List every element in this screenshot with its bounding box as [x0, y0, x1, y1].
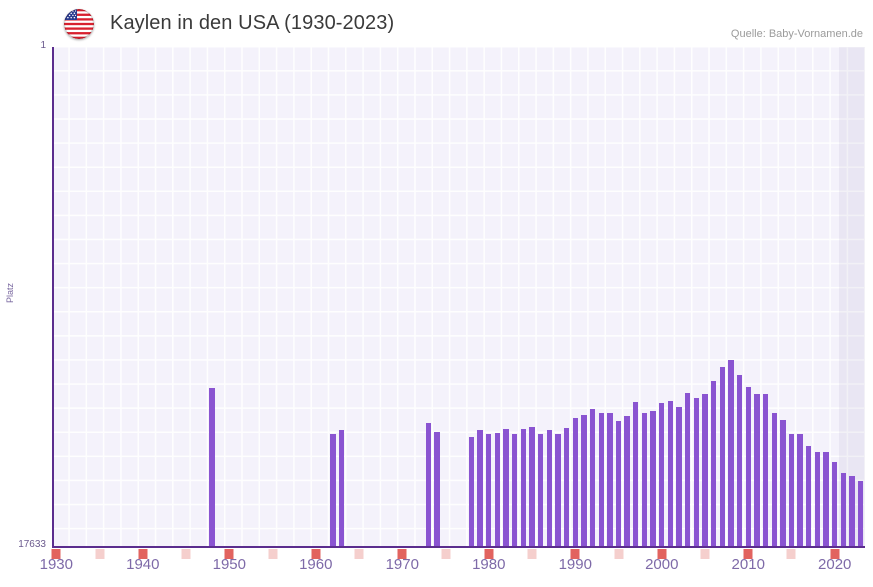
source-credit: Quelle: Baby-Vornamen.de — [730, 28, 863, 40]
x-tick-mark-1940 — [138, 549, 148, 559]
bar-1978[interactable] — [468, 436, 475, 547]
bar-1992[interactable] — [589, 409, 596, 547]
plot-area — [52, 47, 865, 547]
x-tick-label-1970: 1970 — [385, 556, 419, 573]
bar-2021[interactable] — [840, 473, 847, 547]
x-tick-mark-1945 — [181, 549, 191, 559]
bar-2005[interactable] — [702, 394, 708, 547]
bar-2006[interactable] — [710, 381, 717, 547]
bar-1994[interactable] — [607, 412, 613, 547]
x-axis-line — [52, 546, 865, 548]
bar-1986[interactable] — [537, 433, 544, 547]
bar-1990[interactable] — [572, 418, 578, 547]
x-tick-mark-1960 — [311, 549, 321, 559]
bar-2016[interactable] — [797, 434, 803, 547]
bar-2003[interactable] — [685, 392, 691, 547]
bar-2007[interactable] — [719, 367, 725, 547]
chart-header: Kaylen in den USA (1930-2023) Quelle: Ba… — [0, 0, 873, 47]
x-tick-label-1950: 1950 — [212, 556, 246, 573]
forecast-shaded-band — [839, 47, 865, 547]
bar-1982[interactable] — [503, 428, 509, 547]
bar-2011[interactable] — [754, 393, 760, 547]
x-tick-label-1980: 1980 — [472, 556, 506, 573]
y-axis-line — [52, 47, 54, 548]
x-tick-mark-2010 — [743, 549, 753, 559]
bar-2010[interactable] — [745, 386, 751, 547]
x-tick-mark-1930 — [51, 549, 61, 559]
bar-1974[interactable] — [434, 431, 440, 547]
bar-1979[interactable] — [477, 430, 483, 547]
x-tick-label-1960: 1960 — [299, 556, 333, 573]
x-tick-mark-2020 — [830, 549, 840, 559]
x-tick-label-2010: 2010 — [731, 556, 765, 573]
bar-1995[interactable] — [615, 421, 622, 547]
bar-1963[interactable] — [339, 429, 345, 547]
bar-1980[interactable] — [486, 433, 492, 547]
y-axis-title: Platz — [5, 283, 15, 304]
x-tick-label-1940: 1940 — [126, 556, 160, 573]
bar-2012[interactable] — [762, 393, 769, 547]
x-tick-mark-1975 — [441, 549, 451, 559]
x-tick-label-2000: 2000 — [645, 556, 679, 573]
x-tick-mark-1955 — [268, 549, 278, 559]
bar-2008[interactable] — [728, 360, 734, 547]
page-title: Kaylen in den USA (1930-2023) — [110, 12, 395, 34]
x-tick-mark-1990 — [570, 549, 580, 559]
bar-2022[interactable] — [849, 475, 855, 547]
y-axis-bottom-label: 17633 — [18, 539, 46, 550]
bar-1996[interactable] — [624, 416, 630, 547]
bar-2014[interactable] — [780, 420, 786, 547]
x-tick-mark-2000 — [657, 549, 667, 559]
bar-2019[interactable] — [823, 452, 829, 547]
bar-1988[interactable] — [555, 433, 561, 547]
bar-1991[interactable] — [581, 415, 587, 547]
x-tick-label-1990: 1990 — [558, 556, 592, 573]
x-tick-mark-1980 — [484, 549, 494, 559]
bar-1981[interactable] — [494, 432, 501, 547]
bar-1973[interactable] — [425, 423, 431, 547]
bar-1948[interactable] — [209, 387, 215, 547]
x-tick-mark-1935 — [95, 549, 105, 559]
x-tick-label-2020: 2020 — [818, 556, 852, 573]
bar-1987[interactable] — [546, 430, 552, 547]
bar-1993[interactable] — [598, 413, 604, 547]
bar-2018[interactable] — [814, 451, 821, 547]
y-axis-top-label: 1 — [40, 40, 46, 51]
x-tick-mark-2005 — [700, 549, 710, 559]
bar-1983[interactable] — [512, 433, 518, 547]
x-tick-mark-1950 — [224, 549, 234, 559]
bar-2013[interactable] — [771, 412, 777, 547]
x-tick-mark-2015 — [786, 549, 796, 559]
x-tick-mark-1995 — [614, 549, 623, 559]
bar-1997[interactable] — [633, 402, 639, 547]
bar-1999[interactable] — [650, 411, 656, 547]
bar-2020[interactable] — [832, 462, 838, 547]
x-tick-mark-1985 — [527, 549, 537, 559]
x-tick-mark-1965 — [354, 549, 364, 559]
bar-1989[interactable] — [563, 428, 570, 547]
bar-2009[interactable] — [736, 375, 743, 547]
bar-2023[interactable] — [857, 481, 864, 547]
bar-2001[interactable] — [667, 400, 674, 547]
bar-2002[interactable] — [676, 406, 682, 547]
bar-1998[interactable] — [641, 412, 648, 547]
bar-2000[interactable] — [659, 403, 665, 547]
bar-1984[interactable] — [520, 428, 527, 547]
x-tick-mark-1970 — [397, 549, 407, 559]
bar-2004[interactable] — [693, 398, 700, 547]
bar-1985[interactable] — [529, 426, 535, 547]
bar-2017[interactable] — [806, 445, 812, 547]
bar-1962[interactable] — [330, 433, 336, 547]
bar-series — [52, 47, 865, 547]
usa-flag-icon — [64, 9, 94, 39]
x-tick-label-1930: 1930 — [39, 556, 73, 573]
bar-2015[interactable] — [788, 433, 795, 547]
